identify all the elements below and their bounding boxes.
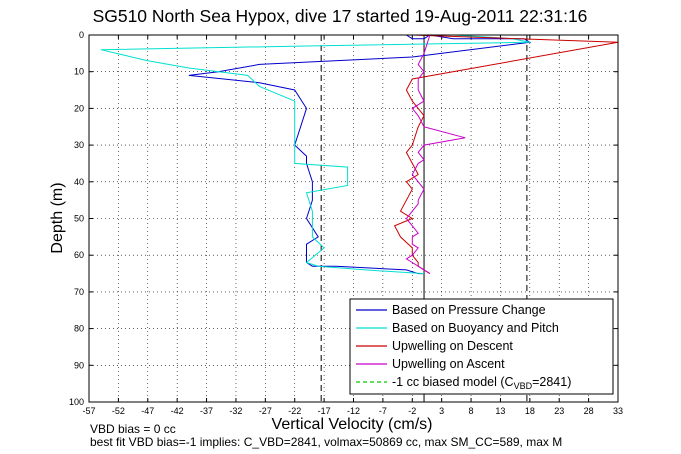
y-tick-label: 80: [74, 324, 84, 334]
x-tick-labels: -57 -52 -47 -42 -37 -32 -27 -22 -17 -12 -7 -2 3 8 13 18…: [82, 406, 623, 416]
x-tick-label: -52: [112, 406, 125, 416]
x-tick-label: -17: [318, 406, 331, 416]
x-tick-label: -47: [141, 406, 154, 416]
y-tick-label: 40: [74, 177, 84, 187]
y-tick-label: 100: [69, 397, 84, 407]
x-tick-label: -27: [259, 406, 272, 416]
x-tick-label: -2: [408, 406, 416, 416]
data-series: [100, 34, 619, 275]
x-tick-label: -22: [288, 406, 301, 416]
x-tick-label: -37: [200, 406, 213, 416]
y-tick-label: 20: [74, 103, 84, 113]
plot-frame: [88, 34, 619, 403]
legend-box: [349, 298, 614, 395]
legend-label: -1 cc biased model (CVBD=2841): [392, 375, 571, 391]
x-axis-label: Vertical Velocity (cm/s): [272, 416, 433, 433]
y-tick-label: 0: [79, 30, 84, 40]
y-tick-label: 90: [74, 360, 84, 370]
series-line-2: [100, 34, 530, 275]
legend: Based on Pressure Change Based on Buoyanc…: [349, 298, 614, 395]
x-tick-label: 23: [554, 406, 564, 416]
x-tick-label: 18: [525, 406, 535, 416]
y-axis-label: Depth (m): [49, 182, 66, 253]
x-tick-label: -32: [229, 406, 242, 416]
legend-label: Based on Buoyancy and Pitch: [392, 321, 559, 335]
series-line-1: [188, 34, 532, 275]
x-tick-label: 28: [584, 406, 594, 416]
series-line-4: [405, 34, 466, 275]
x-tick-label: 33: [613, 406, 623, 416]
y-tick-label: 50: [74, 214, 84, 224]
x-tick-label: 3: [439, 406, 444, 416]
y-tick-label: 70: [74, 287, 84, 297]
best-fit-note: best fit VBD bias=-1 implies: C_VBD=2841…: [90, 435, 562, 449]
y-tick-label: 10: [74, 67, 84, 77]
y-tick-label: 30: [74, 140, 84, 150]
legend-label: Based on Pressure Change: [392, 303, 546, 317]
legend-label: Upwelling on Ascent: [392, 357, 505, 371]
x-tick-label: 13: [495, 406, 505, 416]
y-tick-label: 60: [74, 250, 84, 260]
x-tick-label: -12: [347, 406, 360, 416]
x-tick-label: -7: [379, 406, 387, 416]
series-line-3: [393, 34, 619, 275]
y-tick-labels: 0 10 20 30 40 50 60 70 80 90 100: [69, 30, 84, 407]
vbd-bias-note: VBD bias = 0 cc: [90, 422, 176, 436]
x-tick-label: -57: [82, 406, 95, 416]
chart-title: SG510 North Sea Hypox, dive 17 started 1…: [93, 6, 588, 26]
x-tick-label: -42: [171, 406, 184, 416]
legend-label: Upwelling on Descent: [392, 339, 513, 353]
x-tick-label: 8: [469, 406, 474, 416]
